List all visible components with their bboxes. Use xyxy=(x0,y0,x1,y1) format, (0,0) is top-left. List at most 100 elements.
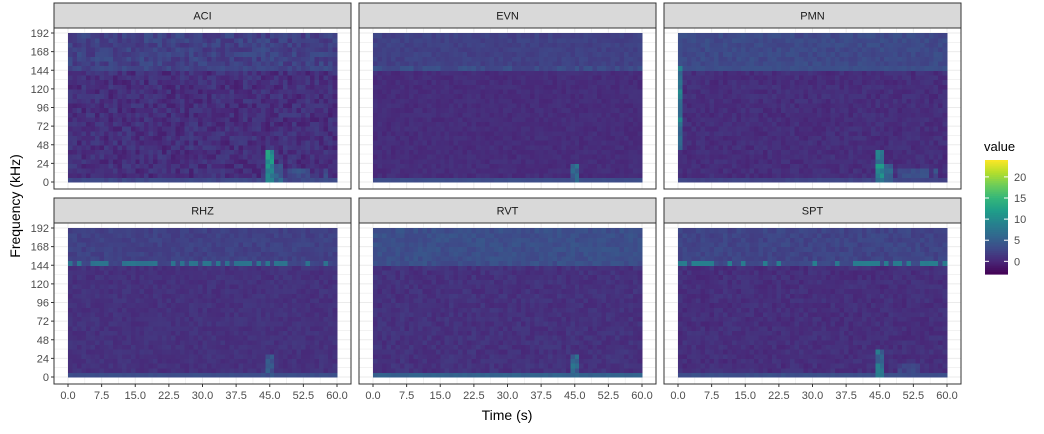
heatmap-cell xyxy=(126,38,131,43)
heatmap-cell xyxy=(494,112,499,117)
heatmap-cell xyxy=(386,94,391,99)
heatmap-cell xyxy=(422,89,427,94)
heatmap-cell xyxy=(606,108,611,113)
heatmap-cell xyxy=(117,163,122,168)
heatmap-cell xyxy=(427,177,432,182)
heatmap-cell xyxy=(624,163,629,168)
heatmap-cell xyxy=(243,98,248,103)
heatmap-cell xyxy=(413,177,418,182)
heatmap-cell xyxy=(211,84,216,89)
heatmap-cell xyxy=(575,103,580,108)
heatmap-cell xyxy=(602,149,607,154)
heatmap-cell xyxy=(772,177,777,182)
heatmap-cell xyxy=(131,89,136,94)
heatmap-cell xyxy=(530,168,535,173)
heatmap-cell xyxy=(306,108,311,113)
heatmap-cell xyxy=(234,154,239,159)
heatmap-cell xyxy=(171,52,176,57)
heatmap-cell xyxy=(593,145,598,150)
heatmap-cell xyxy=(727,56,732,61)
heatmap-cell xyxy=(243,149,248,154)
heatmap-cell xyxy=(373,33,378,38)
heatmap-cell xyxy=(252,149,257,154)
heatmap-cell xyxy=(786,94,791,99)
heatmap-cell xyxy=(77,66,82,71)
heatmap-cell xyxy=(122,177,127,182)
heatmap-cell xyxy=(301,177,306,182)
heatmap-cell xyxy=(615,131,620,136)
heatmap-cell xyxy=(68,126,73,131)
heatmap-cell xyxy=(449,33,454,38)
heatmap-cell xyxy=(602,177,607,182)
heatmap-cell xyxy=(804,145,809,150)
heatmap-cell xyxy=(319,38,324,43)
heatmap-cell xyxy=(467,61,472,66)
heatmap-cell xyxy=(499,75,504,80)
heatmap-cell xyxy=(467,38,472,43)
heatmap-cell xyxy=(687,70,692,75)
heatmap-cell xyxy=(386,177,391,182)
heatmap-cell xyxy=(140,154,145,159)
heatmap-cell xyxy=(158,84,163,89)
heatmap-cell xyxy=(413,163,418,168)
heatmap-cell xyxy=(436,94,441,99)
heatmap-cell xyxy=(229,154,234,159)
heatmap-cell xyxy=(490,47,495,52)
heatmap-cell xyxy=(629,61,634,66)
heatmap-cell xyxy=(418,108,423,113)
heatmap-cell xyxy=(301,173,306,178)
heatmap-cell xyxy=(759,42,764,47)
heatmap-cell xyxy=(95,70,100,75)
heatmap-cell xyxy=(301,61,306,66)
heatmap-cell xyxy=(279,131,284,136)
heatmap-cell xyxy=(467,70,472,75)
heatmap-cell xyxy=(808,75,813,80)
heatmap-cell xyxy=(274,33,279,38)
heatmap-cell xyxy=(382,131,387,136)
heatmap-cell xyxy=(584,70,589,75)
heatmap-cell xyxy=(813,38,818,43)
heatmap-cell xyxy=(781,159,786,164)
heatmap-cell xyxy=(723,154,728,159)
heatmap-cell xyxy=(786,61,791,66)
heatmap-cell xyxy=(333,84,338,89)
heatmap-cell xyxy=(162,126,167,131)
heatmap-cell xyxy=(638,84,643,89)
heatmap-cell xyxy=(140,38,145,43)
heatmap-cell xyxy=(494,52,499,57)
heatmap-cell xyxy=(584,140,589,145)
heatmap-cell xyxy=(104,66,109,71)
heatmap-cell xyxy=(270,89,275,94)
heatmap-cell xyxy=(463,108,468,113)
heatmap-cell xyxy=(790,117,795,122)
heatmap-cell xyxy=(705,70,710,75)
heatmap-cell xyxy=(700,94,705,99)
heatmap-cell xyxy=(95,131,100,136)
heatmap-cell xyxy=(736,70,741,75)
heatmap-cell xyxy=(525,177,530,182)
heatmap-cell xyxy=(588,126,593,131)
heatmap-cell xyxy=(247,52,252,57)
heatmap-cell xyxy=(72,177,77,182)
heatmap-cell xyxy=(243,163,248,168)
heatmap-cell xyxy=(436,61,441,66)
heatmap-cell xyxy=(521,168,526,173)
heatmap-cell xyxy=(203,89,208,94)
heatmap-cell xyxy=(229,84,234,89)
heatmap-cell xyxy=(566,112,571,117)
heatmap-cell xyxy=(508,80,513,85)
heatmap-cell xyxy=(615,103,620,108)
heatmap-cell xyxy=(750,84,755,89)
heatmap-cell xyxy=(624,177,629,182)
heatmap-cell xyxy=(104,135,109,140)
heatmap-cell xyxy=(508,56,513,61)
heatmap-cell xyxy=(265,145,270,150)
heatmap-cell xyxy=(238,126,243,131)
heatmap-cell xyxy=(413,89,418,94)
heatmap-cell xyxy=(638,94,643,99)
heatmap-cell xyxy=(297,173,302,178)
heatmap-cell xyxy=(588,89,593,94)
heatmap-cell xyxy=(122,70,127,75)
heatmap-cell xyxy=(310,103,315,108)
heatmap-cell xyxy=(404,131,409,136)
